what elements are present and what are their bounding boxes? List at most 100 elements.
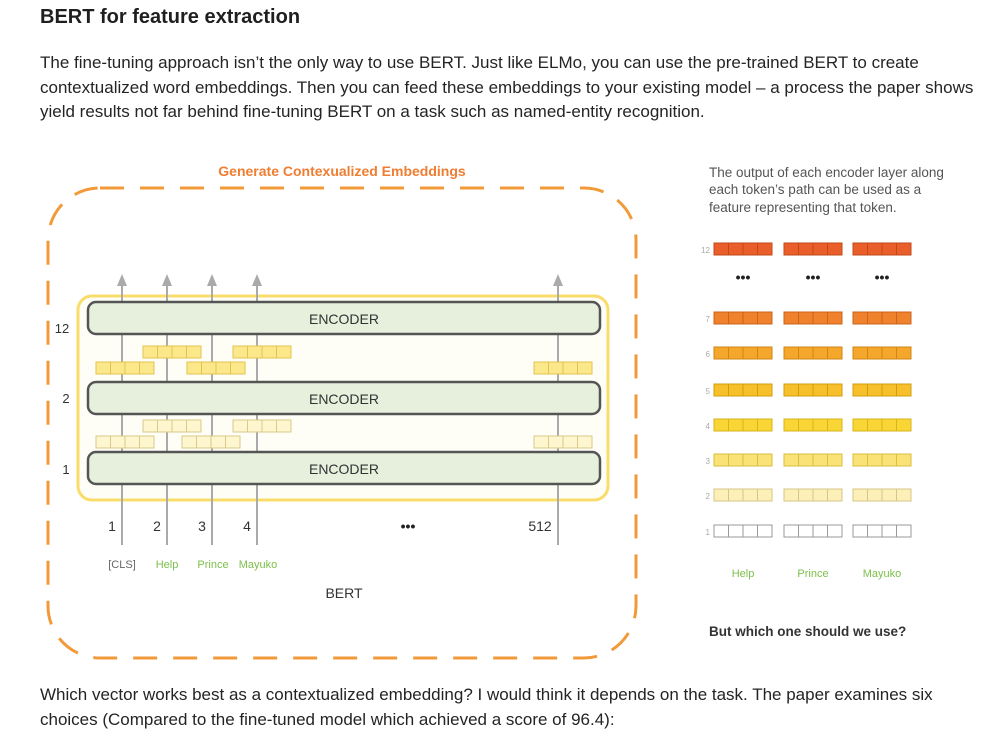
position-label: 2 [153, 518, 161, 534]
vector-cell [186, 345, 202, 359]
vector-cell [827, 453, 843, 467]
layer-vector [713, 346, 773, 360]
right-token-label-prince: Prince [797, 568, 828, 580]
caption-line: feature representing that token. [709, 200, 897, 215]
caption-line: The output of each encoder layer along [709, 165, 944, 180]
vector-cell [812, 346, 828, 360]
layer-vector [713, 383, 773, 397]
vector-cell [812, 418, 828, 432]
vector-cell [827, 346, 843, 360]
vector-cell [881, 242, 897, 256]
vector-cell [757, 346, 773, 360]
vector-cell [827, 311, 843, 325]
vector-cell [247, 419, 263, 433]
followup-paragraph: Which vector works best as a contextuali… [40, 685, 933, 729]
layer-number: 4 [706, 422, 711, 431]
vector-cell [186, 419, 202, 433]
vector-cell [232, 419, 248, 433]
vector-cell [186, 361, 202, 375]
position-label: 512 [528, 518, 552, 534]
position-label: 4 [243, 518, 251, 534]
vector-cell [548, 361, 564, 375]
layer-row-12: 12 [701, 242, 912, 256]
vector-cell [95, 435, 111, 449]
vector-cell [896, 488, 912, 502]
vector-cell [896, 346, 912, 360]
layer-row-4: 4 [706, 418, 912, 432]
vector-cell [728, 346, 744, 360]
layer-number: 12 [701, 246, 710, 255]
vector-cell [852, 488, 868, 502]
vector-cell [852, 453, 868, 467]
vector-cell [827, 383, 843, 397]
vector-cell [881, 311, 897, 325]
encoder-label: ENCODER [309, 461, 379, 477]
vector-cell [124, 435, 140, 449]
vector-cell [742, 453, 758, 467]
vector-cell [783, 524, 799, 538]
vector-cell [867, 346, 883, 360]
vector-cell [852, 524, 868, 538]
vector-cell [757, 242, 773, 256]
layer-vector [852, 311, 912, 325]
vector-cell [783, 488, 799, 502]
vector-cell [896, 383, 912, 397]
vector-cell [139, 435, 155, 449]
layer-vector [783, 346, 843, 360]
embedding-vector [533, 361, 593, 375]
vector-cell [867, 242, 883, 256]
vector-cell [812, 488, 828, 502]
vector-cell [728, 453, 744, 467]
vector-cell [562, 361, 578, 375]
layer-vector [713, 488, 773, 502]
vector-cell [562, 435, 578, 449]
vector-cell [728, 488, 744, 502]
bert-label: BERT [325, 585, 363, 601]
vector-cell [728, 311, 744, 325]
vector-cell [852, 383, 868, 397]
vector-cell [827, 488, 843, 502]
vector-cell [201, 361, 217, 375]
vector-cell [812, 453, 828, 467]
vector-cell [577, 361, 593, 375]
left-panel: Generate Contexualized Embeddings ENCODE… [46, 163, 638, 660]
vector-cell [896, 453, 912, 467]
vector-cell [783, 383, 799, 397]
vector-cell [215, 361, 231, 375]
vector-cell [757, 488, 773, 502]
layer-label-2: 2 [62, 391, 69, 406]
vector-cell [812, 242, 828, 256]
vector-cell [742, 488, 758, 502]
vector-cell [261, 345, 277, 359]
vector-cell [225, 435, 241, 449]
vector-cell [798, 453, 814, 467]
section-heading: BERT for feature extraction [40, 6, 301, 28]
token-label-cls: [CLS] [108, 559, 136, 571]
vector-cell [124, 361, 140, 375]
layer-output-grid: 12 7 6 5 4 3 2 1 [701, 242, 912, 538]
vector-cell [533, 361, 549, 375]
vector-cell [757, 524, 773, 538]
layer-vector [783, 453, 843, 467]
vector-cell [783, 418, 799, 432]
vector-cell [757, 453, 773, 467]
vector-cell [142, 419, 158, 433]
layer-vector [713, 242, 773, 256]
vector-cell [171, 345, 187, 359]
right-token-label-mayuko: Mayuko [863, 568, 902, 580]
vector-cell [798, 311, 814, 325]
layer-number: 5 [706, 387, 711, 396]
embedding-vector [186, 361, 246, 375]
vector-cell [742, 346, 758, 360]
layer-vector [713, 311, 773, 325]
vector-cell [881, 488, 897, 502]
vector-cell [798, 488, 814, 502]
caption-line: each token’s path can be used as a [709, 182, 922, 197]
layer-vector [852, 383, 912, 397]
encoder-layer-2: ENCODER [86, 380, 602, 416]
embedding-vector [232, 419, 292, 433]
vector-cell [783, 242, 799, 256]
encoder-label: ENCODER [309, 311, 379, 327]
vector-cell [742, 383, 758, 397]
layer-vector [783, 524, 843, 538]
